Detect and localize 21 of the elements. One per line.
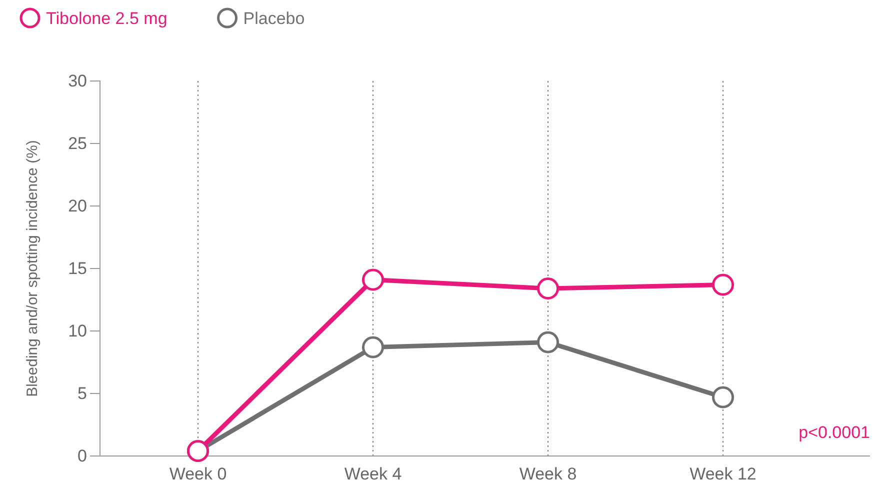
y-tick-label: 25 <box>68 134 87 153</box>
point <box>712 274 734 296</box>
y-tick-label: 20 <box>68 196 87 216</box>
legend-label: Tibolone 2.5 mg <box>46 9 168 28</box>
point <box>362 336 384 358</box>
point <box>362 268 384 291</box>
point <box>536 331 560 354</box>
y-tick-label: 5 <box>78 384 87 403</box>
point <box>536 277 560 300</box>
x-tick-label: Week 4 <box>344 464 402 484</box>
x-tick-label: Week 12 <box>690 464 756 484</box>
x-tick-label: Week 0 <box>169 464 227 484</box>
y-axis-title: Bleeding and/or spotting incidence (%) <box>24 140 41 397</box>
y-tick-label: 0 <box>78 446 87 466</box>
point <box>712 386 734 408</box>
legend-label: Placebo <box>243 9 305 28</box>
y-tick-label: 15 <box>68 258 87 278</box>
annotation: p<0.0001 <box>798 423 870 442</box>
y-tick-label: 30 <box>68 71 87 90</box>
x-tick-label: Week 8 <box>519 464 577 484</box>
y-tick-label: 10 <box>68 321 87 340</box>
